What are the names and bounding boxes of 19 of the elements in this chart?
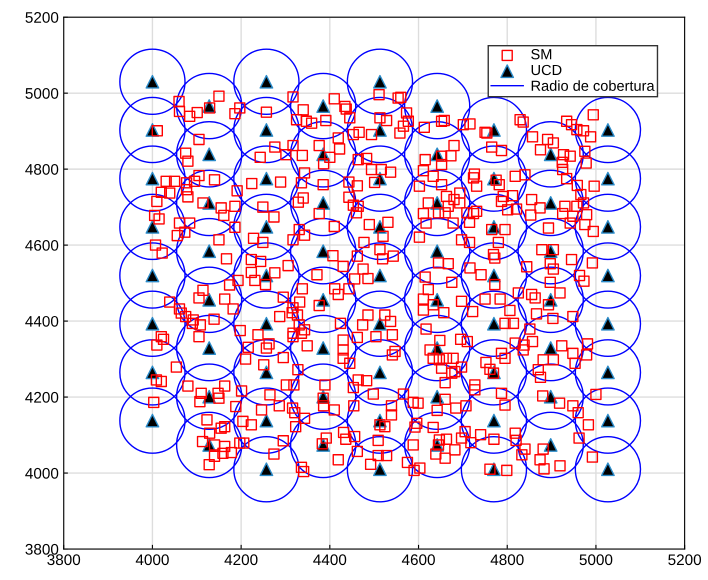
x-tick-label: 3800 [47, 554, 80, 566]
x-tick-label: 5000 [580, 554, 612, 566]
y-tick-label: 4400 [25, 316, 58, 327]
x-tick-label: 4600 [402, 554, 435, 566]
x-tick-label: 4200 [224, 554, 258, 566]
y-tick-label: 4800 [25, 164, 58, 175]
y-tick-label: 5000 [25, 88, 58, 99]
legend-label: SM [531, 49, 552, 60]
y-tick-label: 4200 [25, 392, 58, 403]
x-tick-label: 4000 [136, 554, 169, 566]
x-tick-label: 4800 [490, 554, 524, 566]
y-tick-label: 3800 [25, 544, 58, 555]
x-tick-label: 4400 [313, 554, 346, 566]
y-tick-label: 5200 [25, 12, 58, 23]
y-tick-label: 4600 [25, 240, 58, 251]
y-tick-label: 4000 [25, 468, 58, 479]
legend-label: Radio de cobertura [532, 80, 655, 91]
x-tick-label: 5200 [668, 554, 702, 566]
legend-label: UCD [532, 64, 562, 76]
